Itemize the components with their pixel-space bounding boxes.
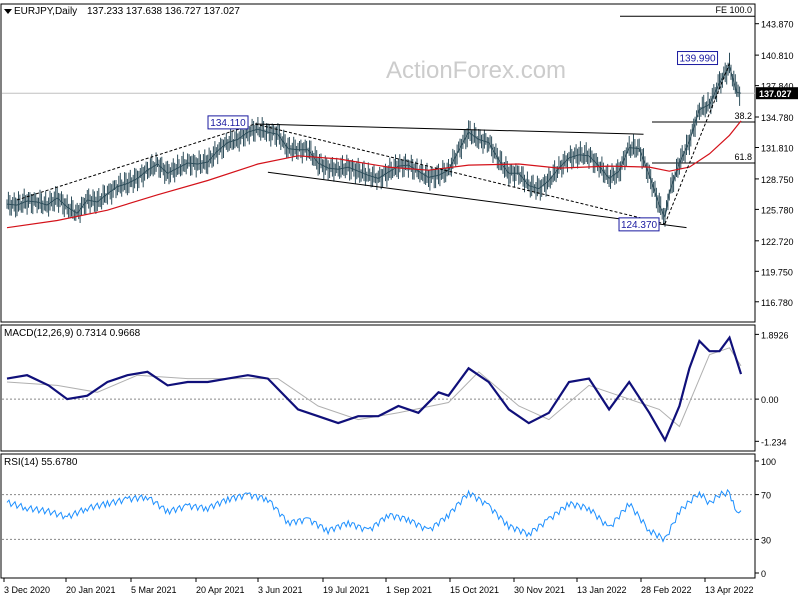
watermark-text: ActionForex.com xyxy=(386,57,566,84)
symbol-dropdown-icon[interactable] xyxy=(4,9,12,14)
rsi-axis-label: 0 xyxy=(761,569,766,579)
annotation-label: 134.110 xyxy=(210,118,246,129)
time-axis-label: 1 Sep 2021 xyxy=(386,585,432,595)
fib-label-61: 61.8 xyxy=(734,152,752,162)
moving-average-line xyxy=(6,120,742,229)
macd-axis-label: -1.234 xyxy=(761,437,787,447)
annotation-box xyxy=(677,51,719,66)
rsi-panel xyxy=(0,453,756,579)
price-axis-label: 140.810 xyxy=(761,51,794,61)
rsi-axis-label: 30 xyxy=(761,535,771,545)
fib-label-fe100: FE 100.0 xyxy=(715,5,752,15)
price-close-line xyxy=(6,65,742,220)
ohlc-values: 137.233 137.638 136.727 137.027 xyxy=(87,6,240,17)
current-price-tag xyxy=(756,87,798,100)
price-axis-label: 122.720 xyxy=(761,237,794,247)
price-axis-label: 134.780 xyxy=(761,113,794,123)
time-axis-label: 30 Nov 2021 xyxy=(514,585,565,595)
trendline-lower-channel xyxy=(267,171,687,229)
macd-title: MACD(12,26,9) 0.7314 0.9668 xyxy=(4,328,141,339)
rsi-line xyxy=(6,488,742,543)
time-axis-label: 15 Oct 2021 xyxy=(450,585,499,595)
macd-axis-label: 0.00 xyxy=(761,395,779,405)
macd-axis-label: 1.8926 xyxy=(761,330,789,340)
price-axis-label: 143.870 xyxy=(761,20,794,30)
trendline-upper-channel xyxy=(254,123,644,135)
time-axis-label: 19 Jul 2021 xyxy=(323,585,370,595)
time-axis-label: 13 Apr 2022 xyxy=(705,585,754,595)
price-axis-label: 119.750 xyxy=(761,267,793,277)
rsi-axis-label: 100 xyxy=(761,457,776,467)
current-price-value: 137.027 xyxy=(759,89,792,99)
time-axis-label: 20 Jan 2021 xyxy=(66,585,116,595)
annotation-label: 124.370 xyxy=(621,220,658,231)
price-axis-label: 116.780 xyxy=(761,298,793,308)
trendline-rally xyxy=(664,63,730,225)
time-axis-label: 28 Feb 2022 xyxy=(641,585,692,595)
rsi-title: RSI(14) 55.6780 xyxy=(4,457,78,468)
rsi-axis-label: 70 xyxy=(761,491,771,501)
time-axis-label: 20 Apr 2021 xyxy=(196,585,245,595)
time-axis-label: 3 Jun 2021 xyxy=(258,585,303,595)
macd-main-line xyxy=(6,335,743,443)
price-axis-label: 125.780 xyxy=(761,205,794,215)
trendline-decline xyxy=(254,123,666,225)
macd-panel xyxy=(0,324,756,452)
price-axis-label: 131.810 xyxy=(761,144,794,154)
annotation-box xyxy=(207,115,249,130)
annotation-label: 139.990 xyxy=(679,54,716,65)
price-axis-label: 137.840 xyxy=(761,82,794,92)
time-axis-label: 3 Dec 2020 xyxy=(4,585,50,595)
symbol-title: EURJPY,Daily xyxy=(14,6,77,17)
trendline-rise-2021 xyxy=(16,123,256,201)
annotation-box xyxy=(618,217,660,232)
time-axis-label: 13 Jan 2022 xyxy=(577,585,627,595)
time-axis-label: 5 Mar 2021 xyxy=(131,585,177,595)
fib-label-38: 38.2 xyxy=(734,111,752,121)
price-axis-label: 128.750 xyxy=(761,175,794,185)
